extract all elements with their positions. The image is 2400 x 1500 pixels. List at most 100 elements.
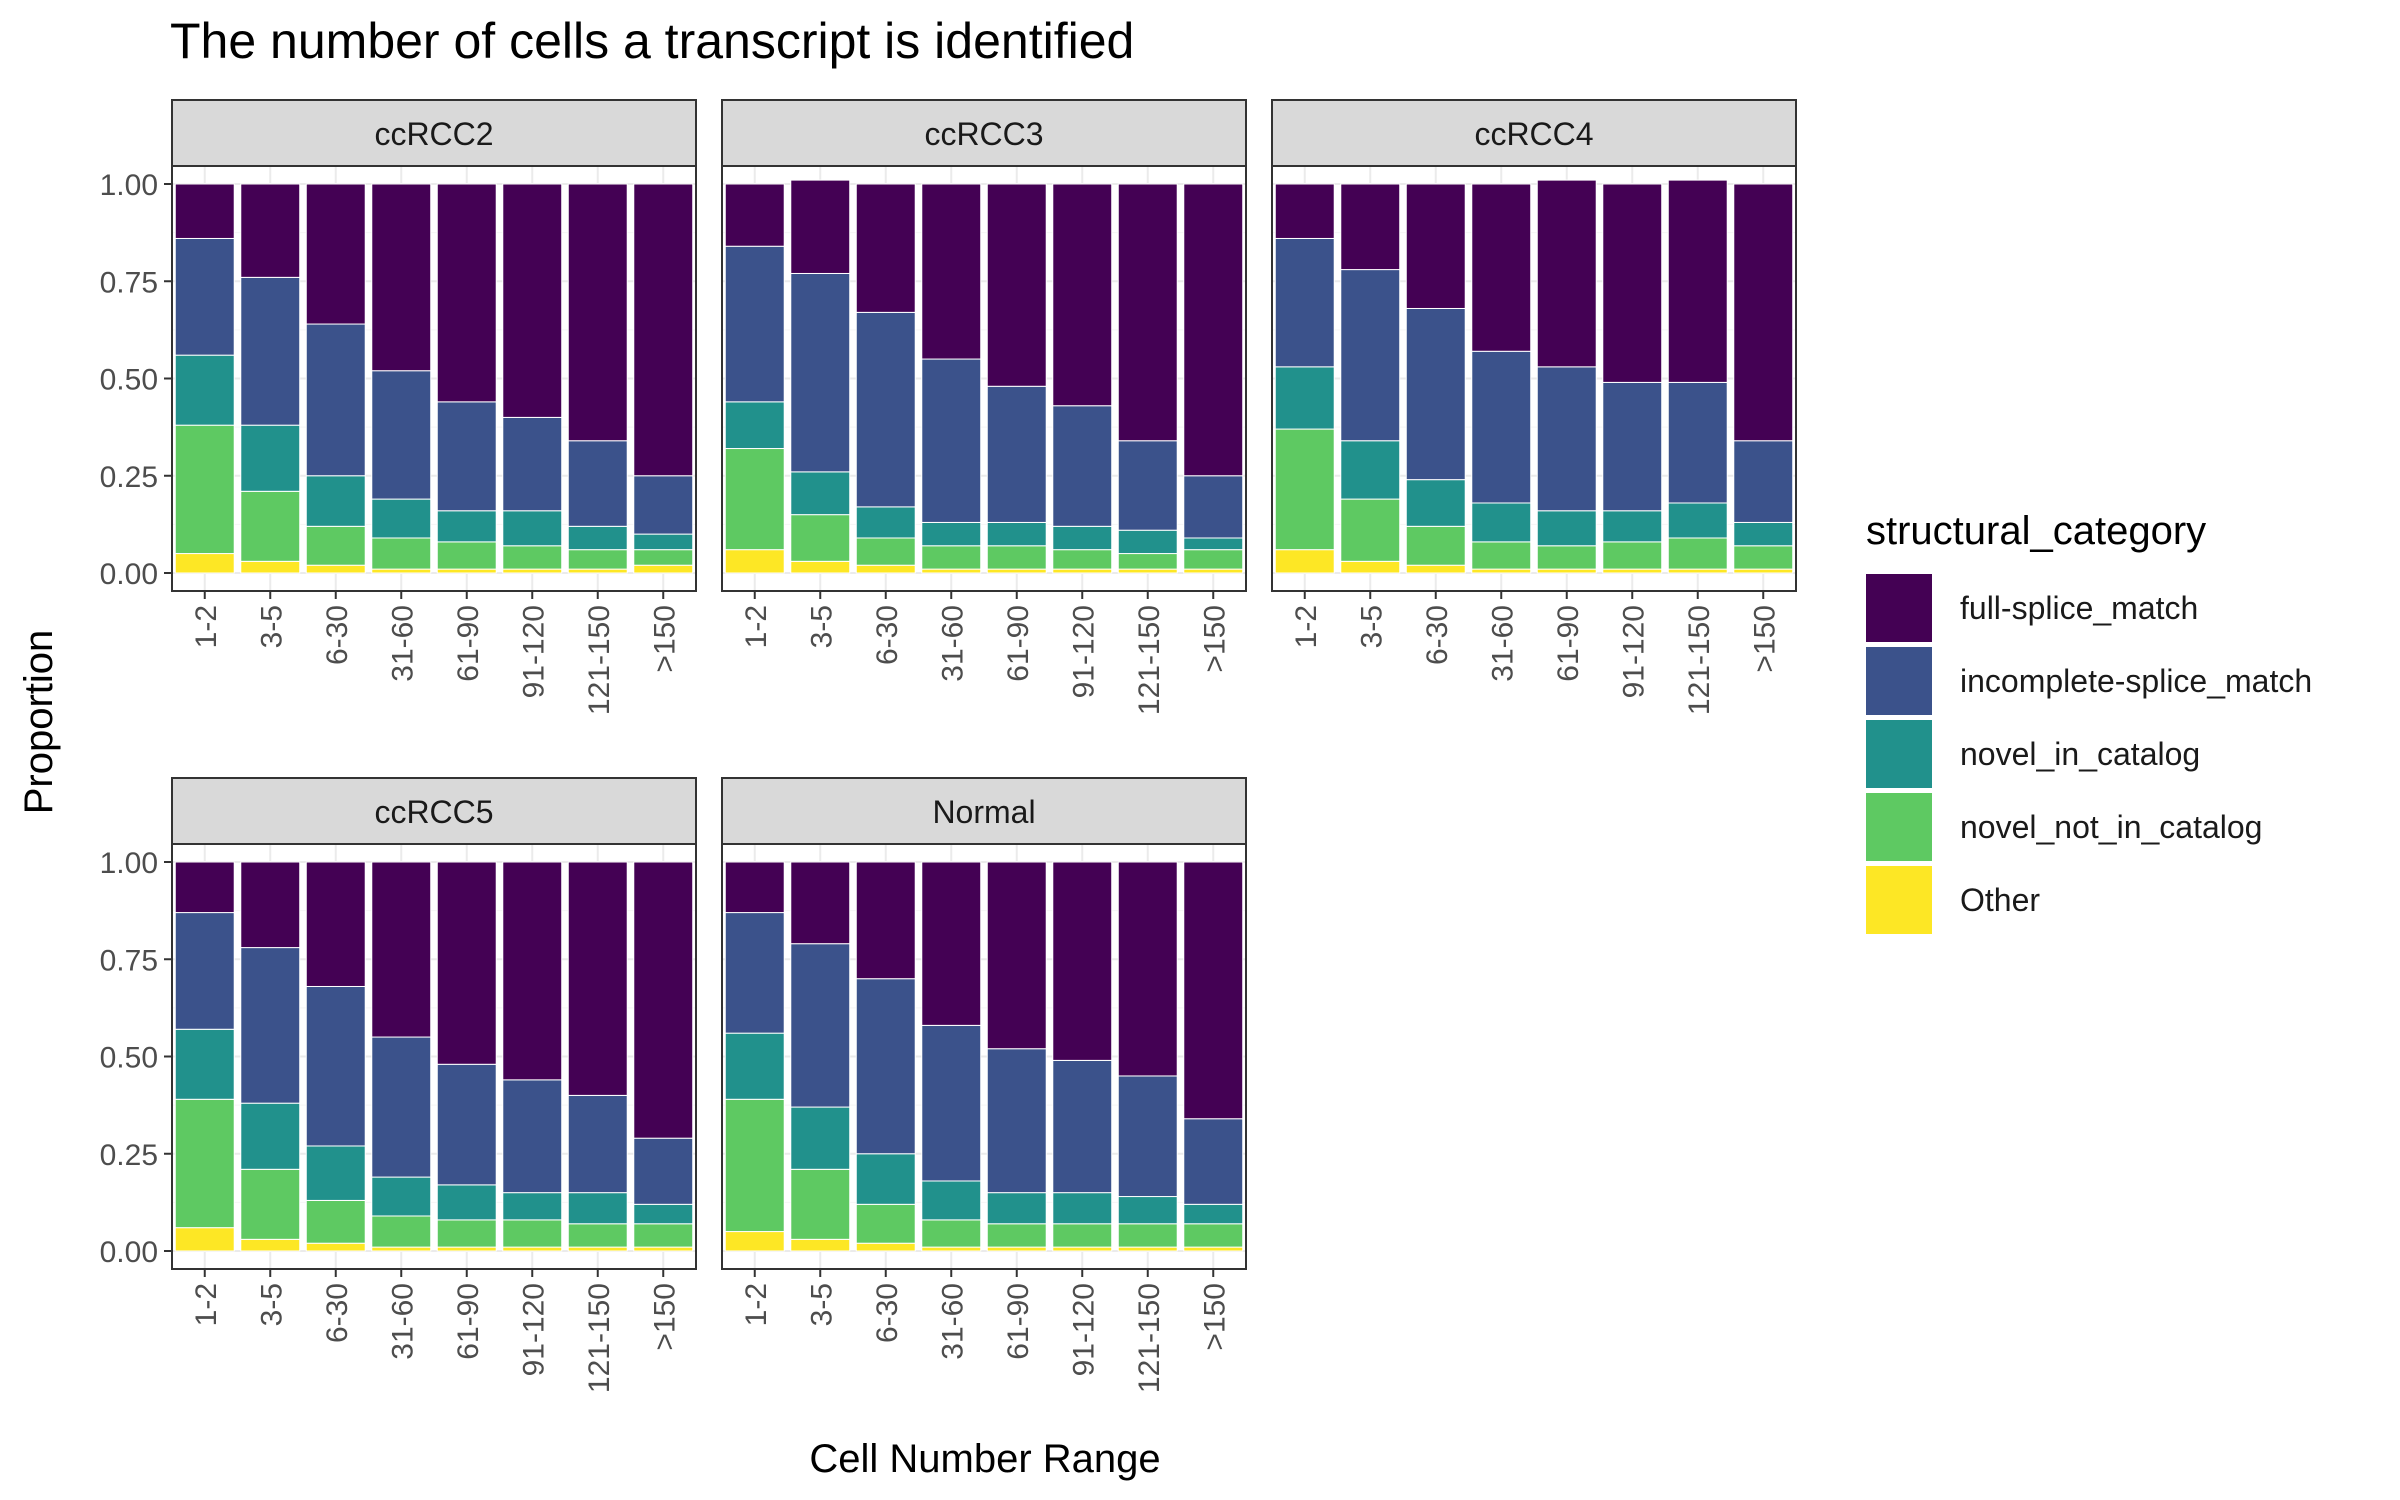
x-tick-label: 6-30 bbox=[871, 605, 904, 665]
bar-segment-novel-not-in-catalog bbox=[633, 549, 694, 566]
bar-segment-full-splice-match bbox=[1183, 861, 1244, 1120]
bar-segment-incomplete-splice-match bbox=[1667, 381, 1728, 504]
bar-segment-full-splice-match bbox=[790, 861, 851, 945]
bar-segment-novel-in-catalog bbox=[305, 475, 366, 527]
panel-border bbox=[721, 843, 1247, 1270]
bar-segment-full-splice-match bbox=[1183, 183, 1244, 477]
bar-segment-other bbox=[1117, 568, 1178, 574]
x-tick-label: 121-150 bbox=[1683, 605, 1716, 715]
x-tick-label: 121-150 bbox=[1133, 605, 1166, 715]
bar-segment-novel-not-in-catalog bbox=[567, 1223, 628, 1248]
bar-segment-other bbox=[1405, 564, 1466, 574]
bar-segment-full-splice-match bbox=[724, 861, 785, 914]
bar-segment-full-splice-match bbox=[174, 183, 235, 239]
bar-segment-novel-in-catalog bbox=[1117, 1196, 1178, 1225]
y-tick-label: 0.75 bbox=[100, 944, 158, 977]
bar-segment-full-splice-match bbox=[986, 183, 1047, 387]
bar-segment-novel-in-catalog bbox=[436, 510, 497, 543]
x-tick-label: 31-60 bbox=[1486, 605, 1519, 682]
bar-segment-novel-not-in-catalog bbox=[1536, 545, 1597, 570]
x-tick-label: 3-5 bbox=[255, 605, 288, 648]
bar-segment-novel-in-catalog bbox=[921, 521, 982, 547]
legend-key bbox=[1866, 793, 1932, 861]
bar-segment-novel-in-catalog bbox=[240, 424, 301, 492]
bar-segment-other bbox=[174, 1227, 235, 1252]
facet-strip bbox=[171, 777, 697, 845]
bar-segment-novel-in-catalog bbox=[1405, 479, 1466, 527]
bar-segment-other bbox=[240, 560, 301, 574]
bar-segment-novel-in-catalog bbox=[174, 1028, 235, 1100]
legend-key bbox=[1866, 866, 1932, 934]
legend-label: novel_in_catalog bbox=[1960, 736, 2200, 772]
bar-segment-incomplete-splice-match bbox=[855, 311, 916, 508]
bar-segment-novel-not-in-catalog bbox=[633, 1223, 694, 1248]
bar-segment-novel-in-catalog bbox=[855, 1153, 916, 1205]
bar-segment-incomplete-splice-match bbox=[371, 1036, 432, 1178]
x-tick-label: >150 bbox=[1198, 1283, 1231, 1351]
panel-border bbox=[721, 165, 1247, 592]
bar-segment-full-splice-match bbox=[1667, 179, 1728, 383]
x-tick-label: 3-5 bbox=[805, 1283, 838, 1326]
bar-segment-other bbox=[1052, 568, 1113, 574]
facet-strip-label: ccRCC5 bbox=[374, 794, 493, 830]
bar-segment-novel-not-in-catalog bbox=[724, 448, 785, 551]
x-tick-label: 1-2 bbox=[190, 605, 223, 648]
facet-strip-label: ccRCC2 bbox=[374, 116, 493, 152]
bar-segment-full-splice-match bbox=[855, 183, 916, 313]
bar-segment-full-splice-match bbox=[502, 183, 563, 418]
bar-segment-novel-not-in-catalog bbox=[305, 1199, 366, 1244]
legend-key bbox=[1866, 720, 1932, 788]
bar-segment-novel-not-in-catalog bbox=[986, 545, 1047, 570]
bar-segment-full-splice-match bbox=[921, 183, 982, 360]
y-tick-label: 0.50 bbox=[100, 364, 158, 397]
chart-title: The number of cells a transcript is iden… bbox=[170, 13, 1134, 69]
legend-item-other: Other bbox=[1866, 866, 2040, 934]
bar-segment-novel-in-catalog bbox=[174, 354, 235, 426]
x-tick-label: 91-120 bbox=[517, 605, 550, 698]
bar-segment-other bbox=[790, 560, 851, 574]
bar-segment-novel-in-catalog bbox=[1471, 502, 1532, 543]
bar-segment-novel-in-catalog bbox=[1052, 525, 1113, 551]
bar-segment-novel-in-catalog bbox=[240, 1102, 301, 1170]
bar-segment-incomplete-splice-match bbox=[1052, 405, 1113, 527]
x-tick-label: 6-30 bbox=[321, 605, 354, 665]
bar-segment-full-splice-match bbox=[371, 183, 432, 372]
bar-segment-incomplete-splice-match bbox=[174, 237, 235, 356]
bar-segment-novel-not-in-catalog bbox=[174, 1098, 235, 1229]
bar-segment-novel-not-in-catalog bbox=[1117, 553, 1178, 570]
bar-segment-incomplete-splice-match bbox=[1340, 269, 1401, 442]
y-axis-title: Proportion bbox=[17, 630, 61, 815]
bar-segment-other bbox=[305, 564, 366, 574]
y-tick-label: 0.00 bbox=[100, 558, 158, 591]
bar-segment-novel-not-in-catalog bbox=[1471, 541, 1532, 570]
bar-segment-incomplete-splice-match bbox=[724, 912, 785, 1034]
bar-segment-novel-in-catalog bbox=[986, 1192, 1047, 1225]
y-tick-label: 0.50 bbox=[100, 1042, 158, 1075]
bar-segment-incomplete-splice-match bbox=[174, 912, 235, 1030]
bar-segment-other bbox=[436, 1246, 497, 1252]
bar-segment-other bbox=[855, 1242, 916, 1252]
x-tick-label: 121-150 bbox=[583, 605, 616, 715]
x-tick-label: >150 bbox=[1198, 605, 1231, 673]
facet-panel-ccrcc2: ccRCC2 0.00 0.25 0.50 0.75 1.00 1-2 3-5 6-30 31-6… bbox=[100, 99, 697, 715]
bar-segment-incomplete-splice-match bbox=[436, 401, 497, 512]
bar-segment-incomplete-splice-match bbox=[305, 985, 366, 1147]
facet-strip bbox=[721, 99, 1247, 167]
x-tick-label: >150 bbox=[648, 1283, 681, 1351]
x-tick-label: 91-120 bbox=[1067, 605, 1100, 698]
x-tick-label: 6-30 bbox=[1421, 605, 1454, 665]
y-tick-label: 0.25 bbox=[100, 461, 158, 494]
bar-segment-novel-in-catalog bbox=[502, 510, 563, 547]
bar-segment-novel-in-catalog bbox=[724, 1032, 785, 1100]
bar-segment-novel-not-in-catalog bbox=[436, 541, 497, 570]
facet-strip bbox=[721, 777, 1247, 845]
x-tick-label: 91-120 bbox=[1617, 605, 1650, 698]
bar-segment-other bbox=[567, 1246, 628, 1252]
bar-segment-other bbox=[1183, 568, 1244, 574]
bar-segment-incomplete-splice-match bbox=[1117, 440, 1178, 531]
bar-segment-novel-in-catalog bbox=[790, 471, 851, 516]
x-tick-label: 121-150 bbox=[583, 1283, 616, 1393]
bar-segment-novel-not-in-catalog bbox=[305, 525, 366, 566]
bar-segment-incomplete-splice-match bbox=[1183, 1118, 1244, 1205]
